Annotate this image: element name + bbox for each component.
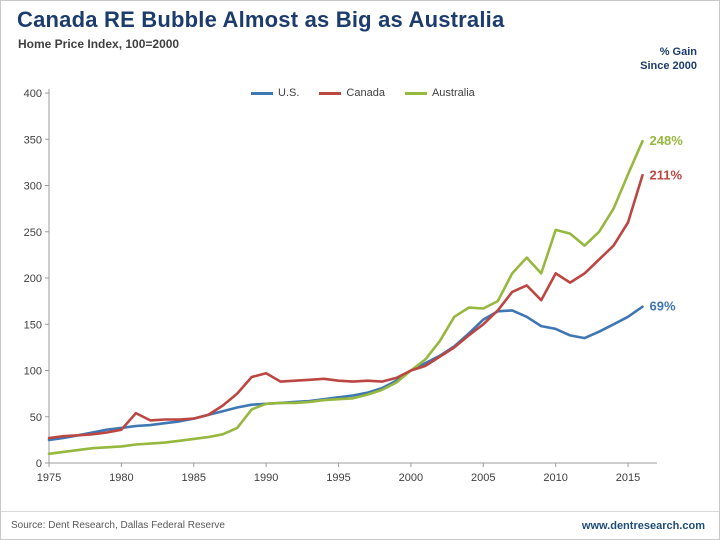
legend-label-australia: Australia: [431, 87, 475, 99]
australia-line-swatch: [404, 91, 427, 95]
legend-label-us: U.S.: [278, 87, 300, 99]
canada-line-swatch: [319, 91, 342, 95]
svg-text:2010: 2010: [543, 472, 567, 484]
source-text: Source: Dent Research, Dallas Federal Re…: [11, 520, 225, 531]
chart-footer: Source: Dent Research, Dallas Federal Re…: [1, 511, 719, 539]
chart-title: Canada RE Bubble Almost as Big as Austra…: [17, 7, 505, 32]
svg-text:211%: 211%: [650, 167, 683, 182]
svg-text:350: 350: [24, 134, 42, 146]
legend-label-canada: Canada: [346, 87, 385, 99]
svg-text:300: 300: [24, 181, 42, 193]
svg-text:1990: 1990: [254, 472, 278, 484]
svg-text:150: 150: [24, 319, 42, 331]
line-chart: 0 50 100 150 200 250 300 350 400 1975 1980 1985 1990…: [9, 79, 713, 503]
legend-item-us: U.S.: [251, 87, 299, 99]
svg-text:248%: 248%: [650, 133, 684, 148]
legend-item-australia: Australia: [404, 87, 475, 99]
svg-text:2000: 2000: [399, 472, 423, 484]
us-line-swatch: [251, 91, 273, 95]
gain-label-line1: % Gain: [659, 46, 697, 58]
svg-text:1980: 1980: [109, 472, 133, 484]
svg-text:0: 0: [36, 458, 42, 470]
svg-text:100: 100: [24, 366, 42, 378]
svg-text:1975: 1975: [37, 472, 61, 484]
chart-canvas: 0 50 100 150 200 250 300 350 400 1975 1980 1985 1990…: [24, 88, 684, 484]
svg-text:1985: 1985: [182, 472, 206, 484]
gain-since-2000-label: % Gain Since 2000: [640, 45, 697, 73]
svg-text:2015: 2015: [616, 472, 640, 484]
gain-label-line2: Since 2000: [640, 60, 697, 72]
svg-text:69%: 69%: [650, 299, 676, 314]
chart-legend: U.S. Canada Australia: [251, 87, 475, 99]
svg-text:200: 200: [24, 273, 42, 285]
svg-text:1995: 1995: [326, 472, 350, 484]
chart-subtitle: Home Price Index, 100=2000: [18, 37, 180, 51]
svg-text:250: 250: [24, 227, 42, 239]
website-link[interactable]: www.dentresearch.com: [581, 519, 705, 532]
svg-text:50: 50: [30, 412, 42, 424]
svg-text:2005: 2005: [471, 472, 495, 484]
svg-text:400: 400: [24, 88, 42, 100]
legend-item-canada: Canada: [319, 87, 385, 99]
